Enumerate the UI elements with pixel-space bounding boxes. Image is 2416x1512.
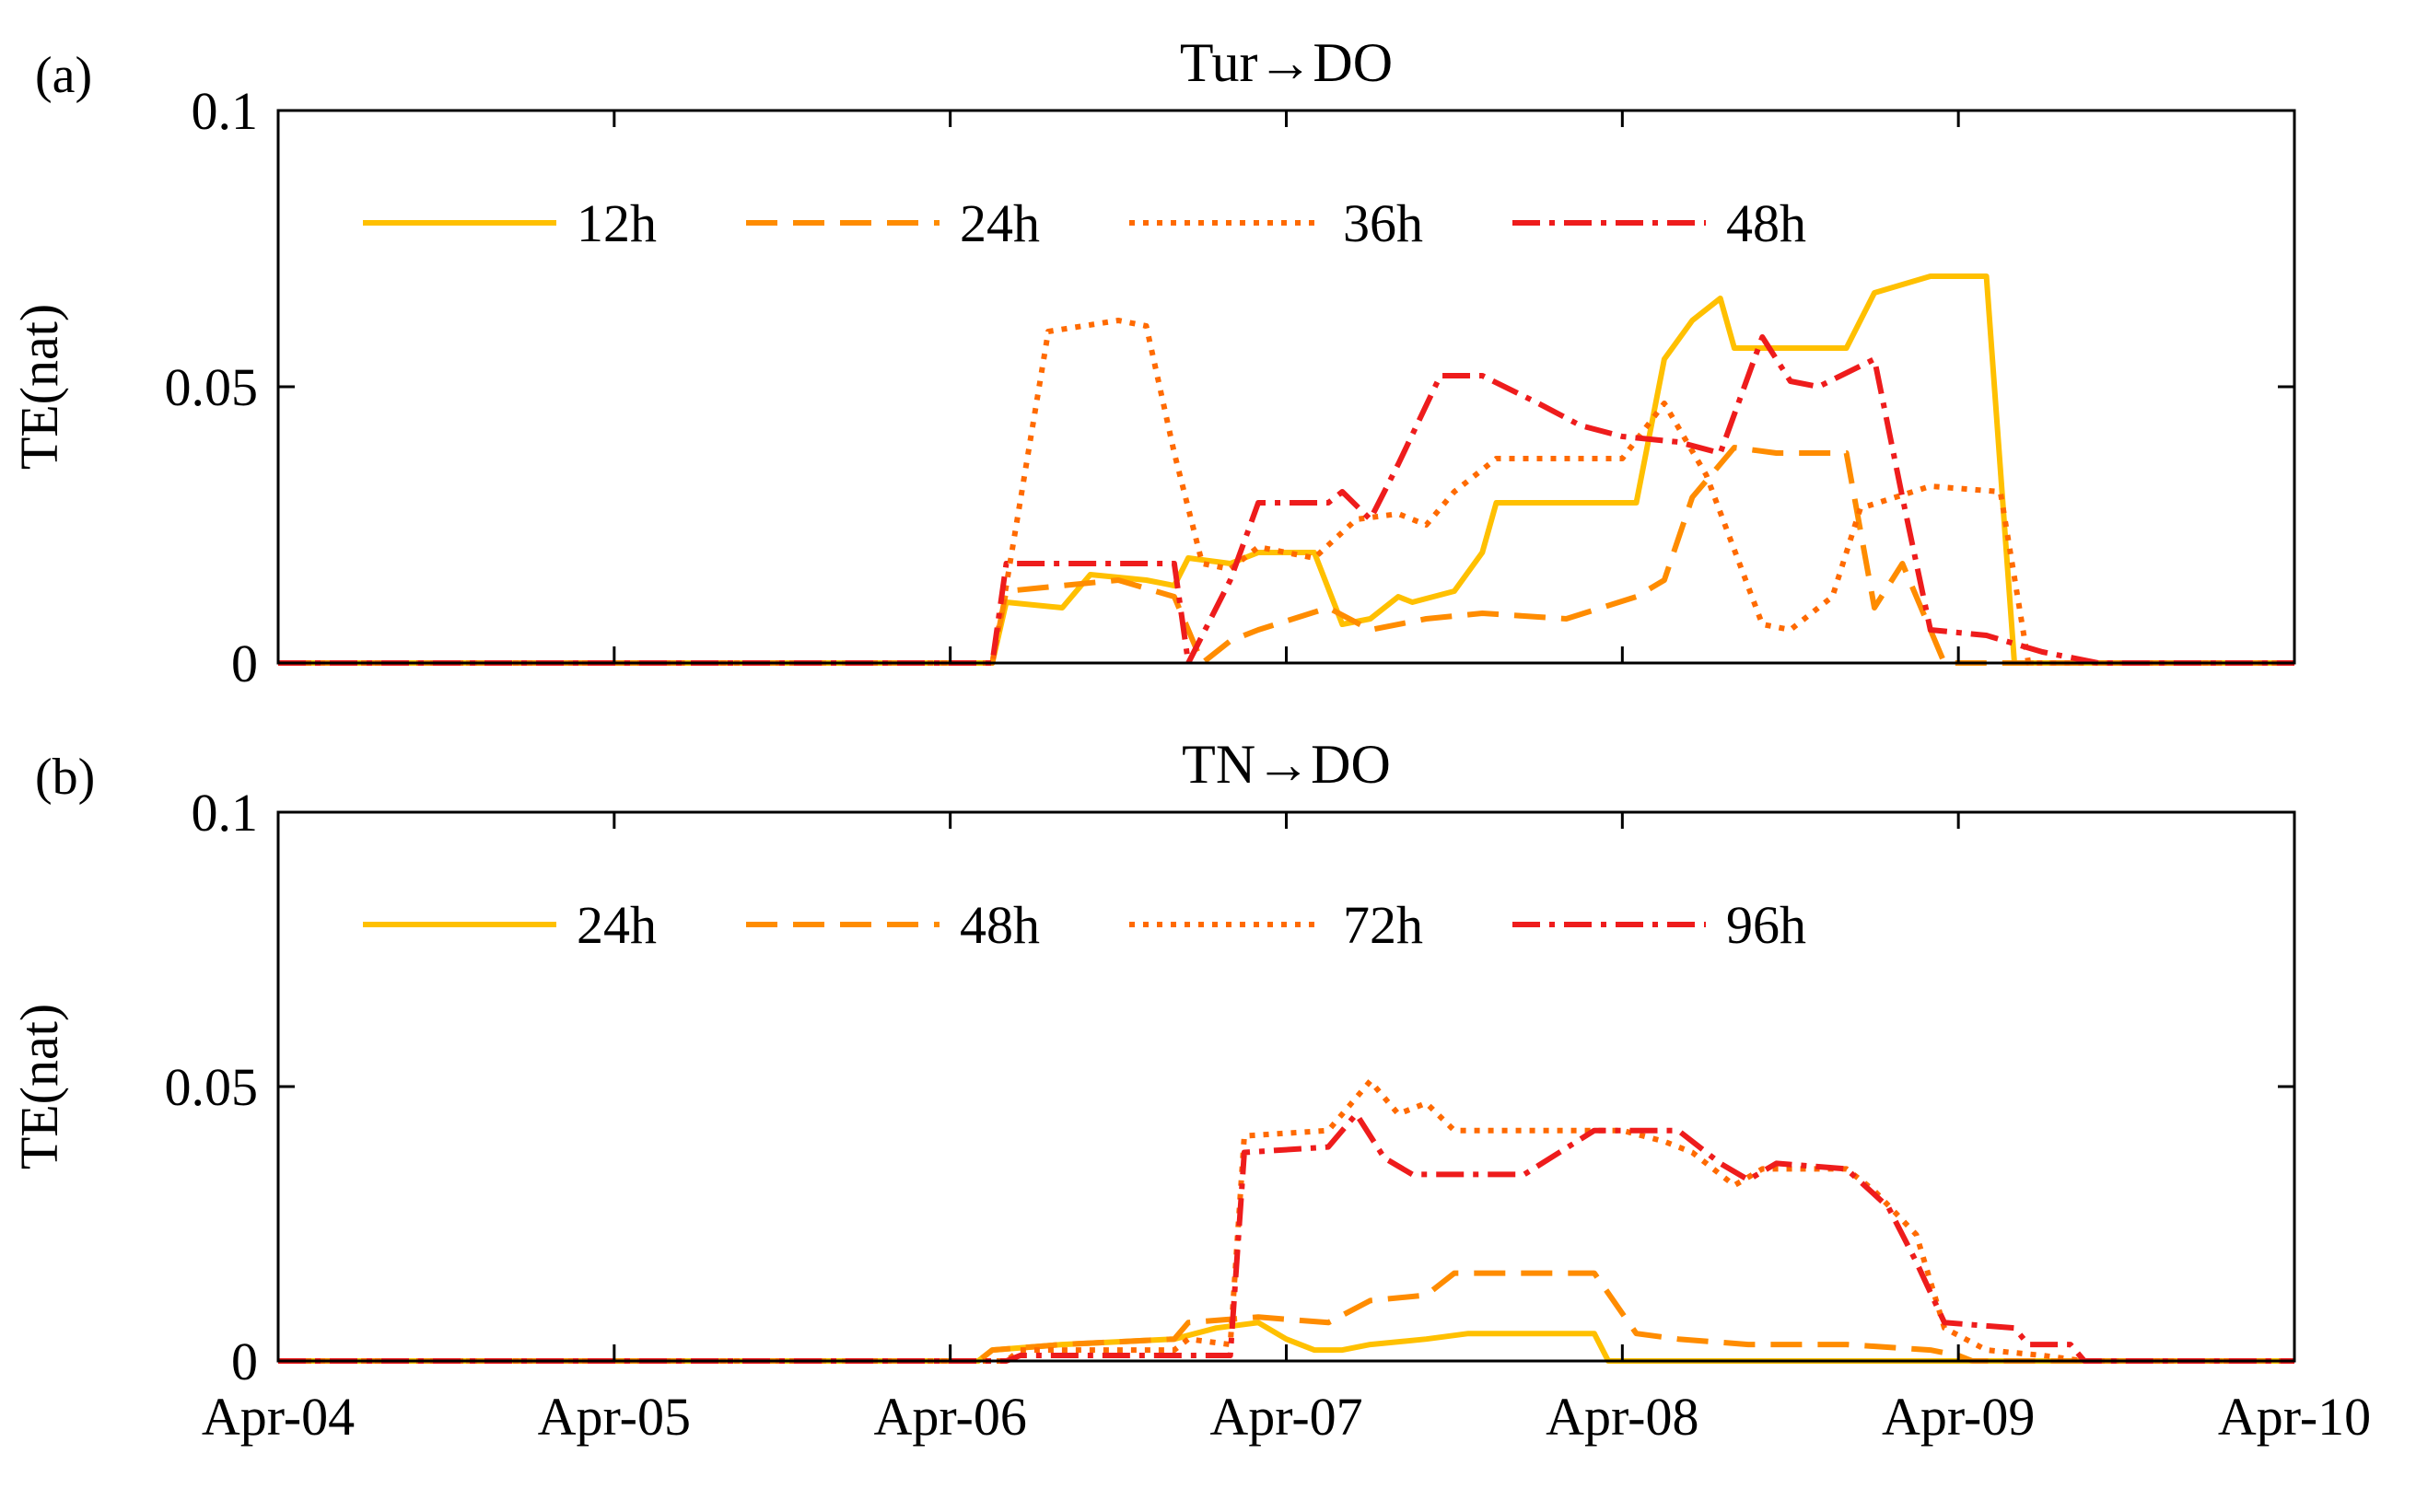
x-tick-label: Apr-09 bbox=[1882, 1387, 2035, 1447]
panel-label: (a) bbox=[35, 47, 92, 104]
series-group bbox=[278, 1078, 2294, 1364]
y-axis-label: TE(nat) bbox=[9, 1004, 69, 1169]
legend-label: 24h bbox=[960, 193, 1040, 253]
legend-label: 36h bbox=[1343, 193, 1423, 253]
chart-panel-1: 0 0.05 0.1 Tur→DO (a) TE(nat) 12h 24h 36h 48h bbox=[9, 32, 2296, 693]
series-line-48h bbox=[278, 334, 2294, 666]
series-line-36h bbox=[278, 318, 2294, 666]
x-tick-label: Apr-08 bbox=[1546, 1387, 1698, 1447]
x-tick-label: Apr-10 bbox=[2218, 1387, 2371, 1447]
y-tick-label: 0.05 bbox=[165, 357, 259, 417]
legend-label: 12h bbox=[577, 193, 657, 253]
series-group bbox=[278, 273, 2294, 666]
legend-label: 24h bbox=[577, 895, 657, 955]
chart-title: TN→DO bbox=[1182, 734, 1391, 795]
legend-label: 96h bbox=[1726, 895, 1806, 955]
legend-label: 72h bbox=[1343, 895, 1423, 955]
x-tick-label: Apr-07 bbox=[1209, 1387, 1362, 1447]
y-tick-label: 0.05 bbox=[165, 1057, 259, 1117]
series-line-96h bbox=[278, 1111, 2294, 1364]
chart-title: Tur→DO bbox=[1180, 32, 1393, 93]
legend: 12h 24h 36h 48h bbox=[363, 193, 1806, 253]
legend-label: 48h bbox=[1726, 193, 1806, 253]
legend: 24h 48h 72h 96h bbox=[363, 895, 1806, 955]
y-tick-label: 0.1 bbox=[192, 81, 259, 141]
chart-panel-2: 0 0.05 0.1 Apr-04 Apr-05 Apr-06 Apr-07 Apr-08 Ap… bbox=[9, 734, 2371, 1447]
y-tick-label: 0 bbox=[231, 634, 258, 693]
x-tick-label: Apr-06 bbox=[873, 1387, 1026, 1447]
x-tick-label: Apr-05 bbox=[538, 1387, 691, 1447]
y-tick-label: 0 bbox=[231, 1332, 258, 1391]
y-tick-label: 0.1 bbox=[192, 783, 259, 843]
series-line-72h bbox=[278, 1078, 2294, 1364]
series-line-12h bbox=[278, 273, 2294, 666]
series-line-48h bbox=[278, 1270, 2294, 1364]
series-line-24h bbox=[278, 445, 2294, 666]
legend-label: 48h bbox=[960, 895, 1040, 955]
y-axis-label: TE(nat) bbox=[9, 304, 69, 470]
panel-label: (b) bbox=[35, 749, 95, 806]
x-tick-label: Apr-04 bbox=[202, 1387, 355, 1447]
